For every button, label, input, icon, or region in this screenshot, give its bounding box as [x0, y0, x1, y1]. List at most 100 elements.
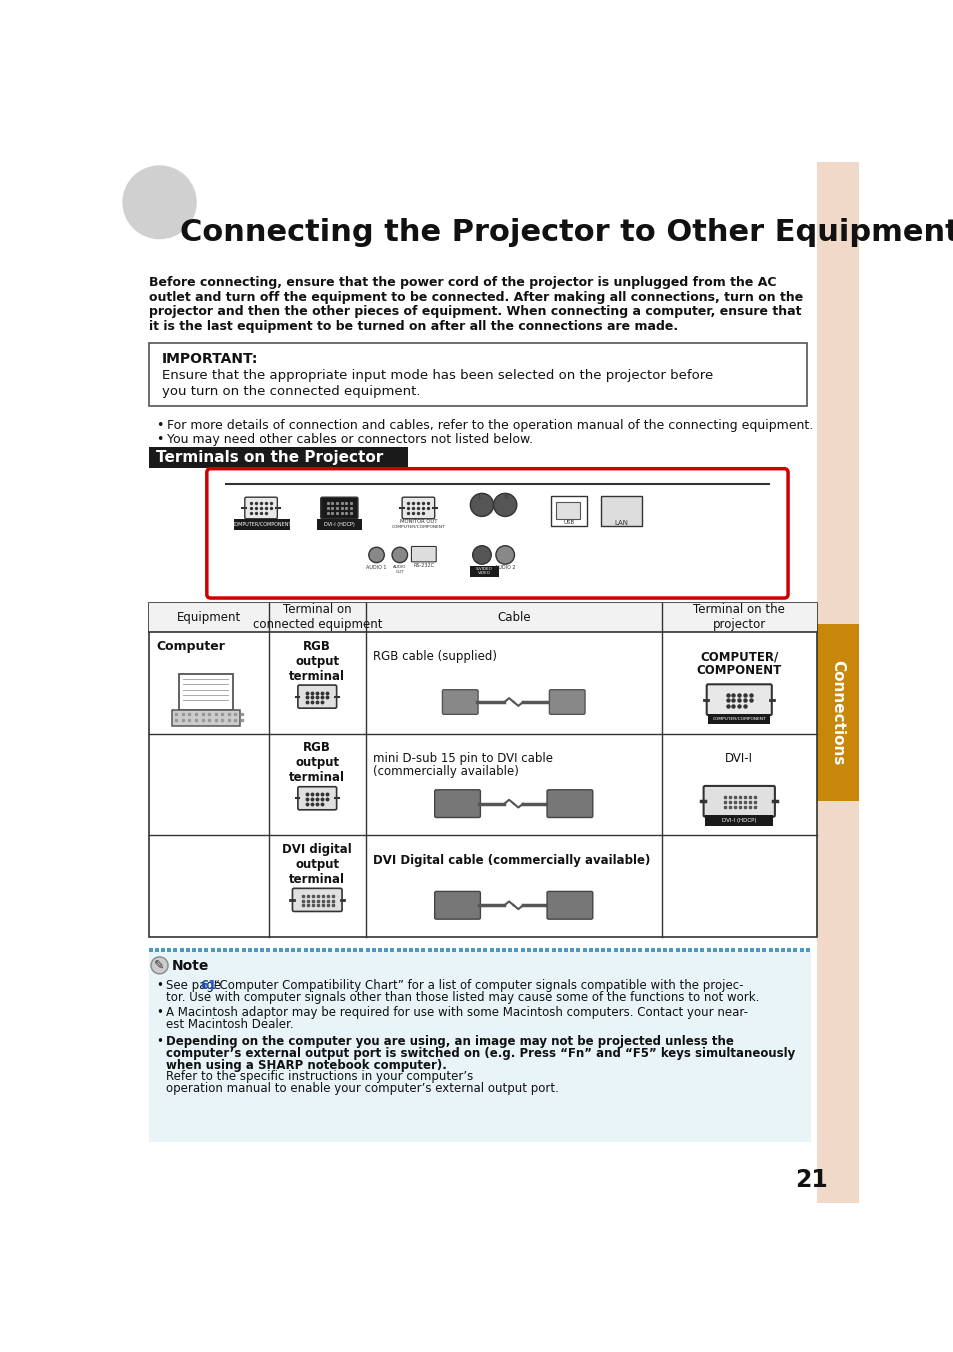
FancyBboxPatch shape [471, 948, 475, 952]
Text: computer’s external output port is switched on (e.g. Press “Fn” and “F5” keys si: computer’s external output port is switc… [166, 1046, 794, 1060]
FancyBboxPatch shape [724, 948, 728, 952]
FancyBboxPatch shape [149, 448, 408, 468]
FancyBboxPatch shape [768, 948, 772, 952]
FancyBboxPatch shape [452, 948, 456, 952]
Text: operation manual to enable your computer’s external output port.: operation manual to enable your computer… [166, 1082, 558, 1095]
FancyBboxPatch shape [595, 948, 598, 952]
FancyBboxPatch shape [687, 948, 691, 952]
FancyBboxPatch shape [458, 948, 462, 952]
FancyBboxPatch shape [650, 948, 654, 952]
FancyBboxPatch shape [310, 948, 314, 952]
FancyBboxPatch shape [359, 948, 363, 952]
FancyBboxPatch shape [260, 948, 264, 952]
Text: DVI Digital cable (commercially available): DVI Digital cable (commercially availabl… [373, 853, 650, 867]
FancyBboxPatch shape [625, 948, 629, 952]
Circle shape [470, 493, 493, 516]
Text: ✎: ✎ [154, 959, 165, 972]
Circle shape [151, 957, 168, 973]
FancyBboxPatch shape [402, 948, 406, 952]
FancyBboxPatch shape [211, 948, 214, 952]
FancyBboxPatch shape [619, 948, 623, 952]
FancyBboxPatch shape [335, 948, 338, 952]
FancyBboxPatch shape [781, 948, 784, 952]
Text: LAN: LAN [614, 521, 628, 526]
FancyBboxPatch shape [546, 790, 592, 818]
Text: Terminal on the
projector: Terminal on the projector [693, 603, 784, 631]
Text: COMPUTER/COMPONENT: COMPUTER/COMPONENT [232, 522, 292, 527]
Text: RGB cable (supplied): RGB cable (supplied) [373, 650, 497, 664]
Text: Computer: Computer [156, 639, 225, 653]
FancyBboxPatch shape [669, 948, 673, 952]
FancyBboxPatch shape [372, 948, 375, 952]
Text: Before connecting, ensure that the power cord of the projector is unplugged from: Before connecting, ensure that the power… [149, 276, 776, 289]
FancyBboxPatch shape [700, 948, 703, 952]
Text: COMPUTER/COMPONENT: COMPUTER/COMPONENT [391, 525, 445, 529]
FancyBboxPatch shape [229, 948, 233, 952]
Text: Equipment: Equipment [176, 611, 241, 623]
FancyBboxPatch shape [384, 948, 388, 952]
FancyBboxPatch shape [315, 948, 319, 952]
FancyBboxPatch shape [613, 948, 617, 952]
Text: DVI-I (HDCP): DVI-I (HDCP) [324, 522, 355, 527]
FancyBboxPatch shape [409, 948, 413, 952]
FancyBboxPatch shape [600, 948, 604, 952]
FancyBboxPatch shape [464, 948, 468, 952]
FancyBboxPatch shape [761, 948, 765, 952]
Text: See page: See page [166, 979, 224, 992]
Text: IMPORTANT:: IMPORTANT: [162, 353, 258, 366]
FancyBboxPatch shape [706, 684, 771, 715]
FancyBboxPatch shape [320, 498, 357, 519]
FancyBboxPatch shape [186, 948, 190, 952]
FancyBboxPatch shape [439, 948, 443, 952]
FancyBboxPatch shape [533, 948, 537, 952]
FancyBboxPatch shape [607, 948, 611, 952]
Text: AUDIO 1: AUDIO 1 [366, 565, 386, 571]
FancyBboxPatch shape [549, 690, 584, 714]
FancyBboxPatch shape [558, 948, 561, 952]
Text: MONITOR OUT: MONITOR OUT [399, 519, 436, 523]
FancyBboxPatch shape [743, 948, 747, 952]
FancyBboxPatch shape [216, 948, 220, 952]
FancyBboxPatch shape [737, 948, 740, 952]
FancyBboxPatch shape [719, 948, 722, 952]
FancyBboxPatch shape [415, 948, 418, 952]
FancyBboxPatch shape [712, 948, 716, 952]
FancyBboxPatch shape [235, 948, 239, 952]
FancyBboxPatch shape [632, 948, 636, 952]
FancyBboxPatch shape [411, 546, 436, 562]
Text: Terminals on the Projector: Terminals on the Projector [156, 450, 383, 465]
FancyBboxPatch shape [657, 948, 660, 952]
FancyBboxPatch shape [731, 948, 735, 952]
FancyBboxPatch shape [638, 948, 641, 952]
FancyBboxPatch shape [588, 948, 592, 952]
FancyBboxPatch shape [149, 603, 816, 631]
Text: Connecting the Projector to Other Equipment: Connecting the Projector to Other Equipm… [179, 218, 953, 246]
FancyBboxPatch shape [316, 519, 361, 530]
FancyBboxPatch shape [707, 714, 769, 725]
FancyBboxPatch shape [178, 673, 233, 710]
Text: A Macintosh adaptor may be required for use with some Macintosh computers. Conta: A Macintosh adaptor may be required for … [166, 1006, 747, 1019]
FancyBboxPatch shape [576, 948, 579, 952]
FancyBboxPatch shape [508, 948, 512, 952]
FancyBboxPatch shape [526, 948, 530, 952]
Circle shape [369, 548, 384, 562]
Text: •: • [156, 979, 163, 992]
Text: AUDIO
OUT: AUDIO OUT [393, 565, 406, 573]
FancyBboxPatch shape [353, 948, 356, 952]
Text: 61: 61 [199, 979, 216, 992]
Text: Connections: Connections [829, 660, 844, 765]
FancyBboxPatch shape [297, 685, 336, 708]
FancyBboxPatch shape [662, 948, 666, 952]
FancyBboxPatch shape [545, 948, 549, 952]
FancyBboxPatch shape [470, 565, 498, 577]
Text: RGB
output
terminal: RGB output terminal [289, 741, 345, 784]
Text: tor. Use with computer signals other than those listed may cause some of the fun: tor. Use with computer signals other tha… [166, 991, 759, 1003]
FancyBboxPatch shape [442, 690, 477, 714]
FancyBboxPatch shape [694, 948, 698, 952]
FancyBboxPatch shape [703, 786, 774, 817]
Text: COMPUTER/: COMPUTER/ [700, 650, 778, 664]
Text: You may need other cables or connectors not listed below.: You may need other cables or connectors … [167, 433, 533, 446]
Text: outlet and turn off the equipment to be connected. After making all connections,: outlet and turn off the equipment to be … [149, 291, 802, 304]
Text: 21: 21 [794, 1168, 827, 1192]
FancyBboxPatch shape [223, 948, 227, 952]
